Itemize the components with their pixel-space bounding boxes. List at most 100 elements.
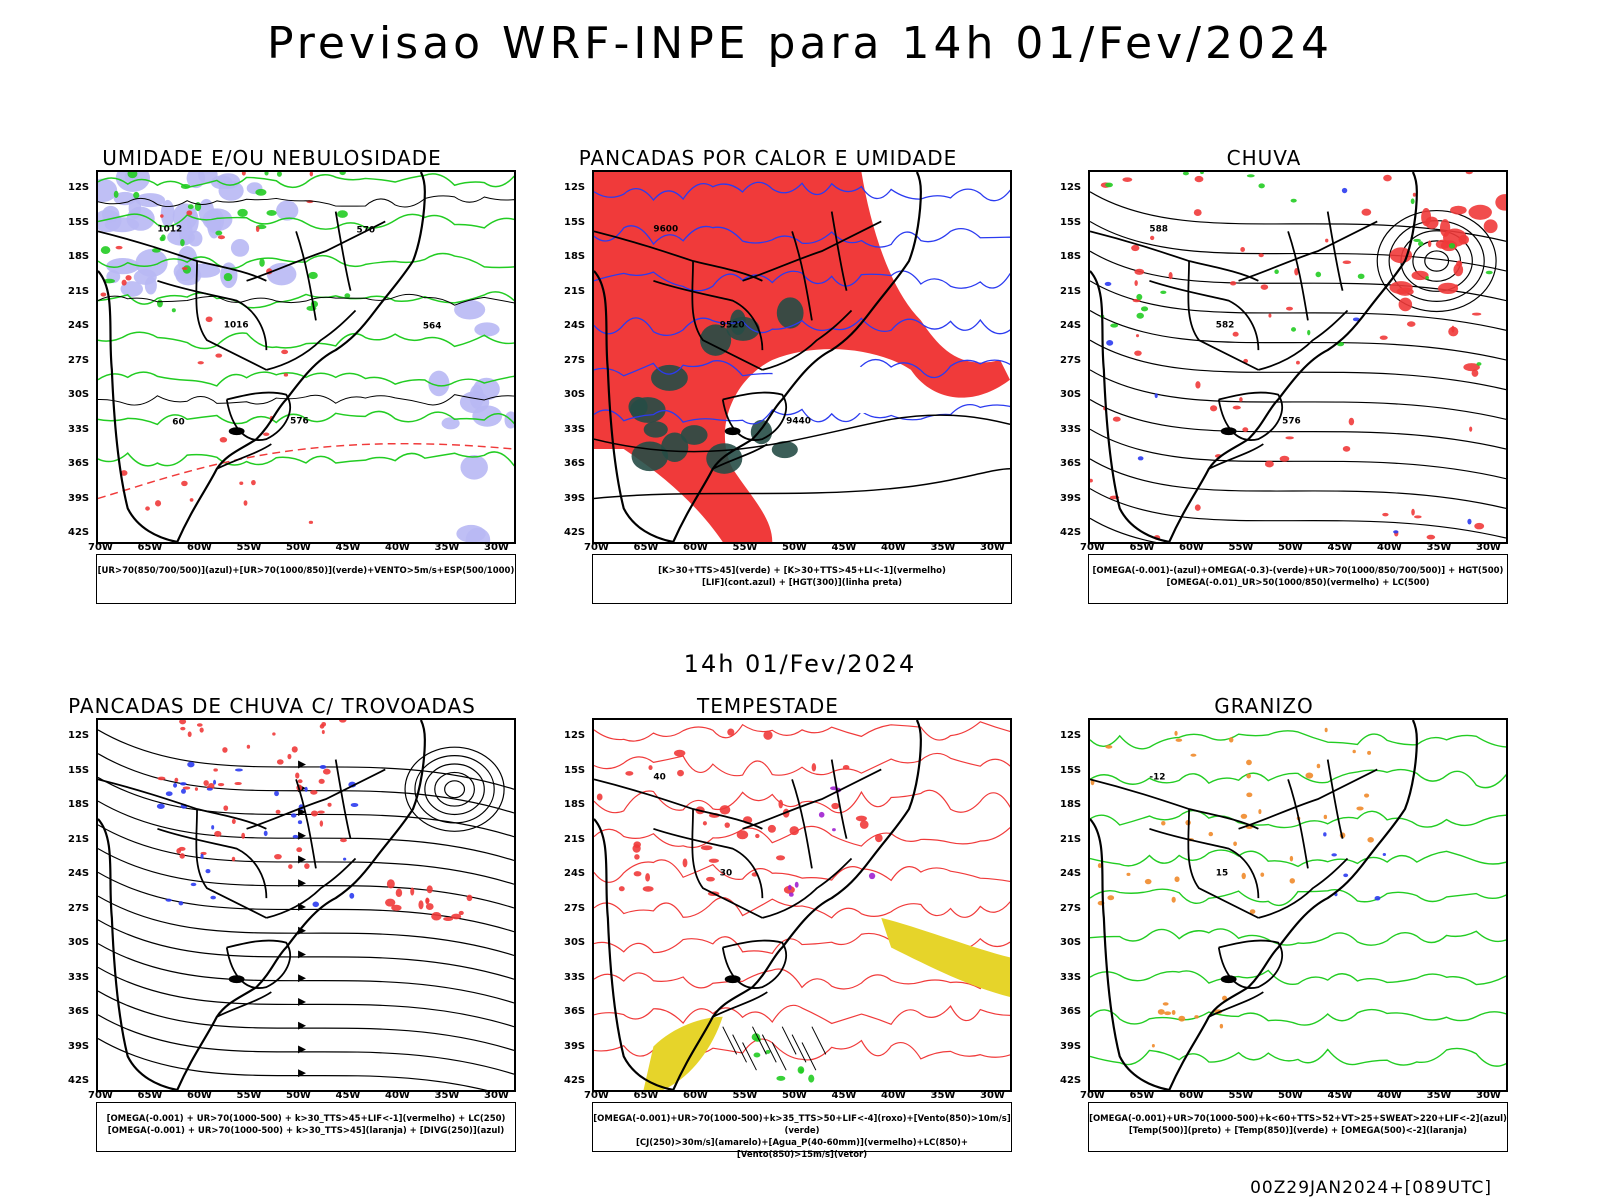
divergence-blue-spot [179,782,187,786]
omega-orange-spot [1367,836,1374,843]
storm-red-spot [194,787,199,791]
streamline [98,990,514,1051]
temp850-contour [1090,730,1506,750]
humidity-blue-area [120,281,143,297]
humidity-blue-area [266,262,297,286]
legend-line: [OMEGA(-0.001) + UR>70(1000-500) + k>30_… [107,1126,505,1136]
jet-yellow-area [881,917,1010,998]
country-border [334,759,352,839]
map-svg: 9600 9520 9440 [594,172,1010,542]
thickness-contour [98,442,514,500]
storm-red-spot [321,730,325,735]
lat-tick-label: 27S [68,354,90,366]
storm-red-spot [426,885,433,894]
country-border [1187,809,1259,919]
lat-tick-label: 33S [564,423,586,435]
streamline [98,824,514,885]
humidity-blue-area [454,299,486,320]
hail-blue-spot [1382,852,1387,856]
streamline-arrow [298,855,306,864]
lat-tick-label: 27S [564,902,586,914]
rain-red-spot [1406,321,1416,327]
water-red-spot [875,833,883,843]
lon-tick-label: 70W [584,542,609,553]
contour-label: 576 [1282,416,1301,426]
omega-orange-spot [1151,1044,1155,1048]
humidity-blue-area [441,417,460,430]
panel-title: PANCADAS DE CHUVA C/ TROVOADAS [68,694,476,718]
country-border [195,809,267,919]
country-border [830,759,848,839]
storm-red-spot [386,879,395,889]
legend-line: [LIF](cont.azul) + [HGT(300)](linha pret… [701,578,903,588]
jet-yellow-area [643,1016,723,1090]
country-border [246,220,386,282]
rain-red-spot [1342,445,1351,452]
lat-tick-label: 42S [1060,527,1082,538]
country-border [1326,759,1344,839]
rain-green-spot [1182,172,1189,176]
country-border [1208,991,1264,1018]
instability-red-area [594,172,1010,542]
lon-tick-label: 30W [980,542,1005,553]
rain-red-spot [1195,381,1201,389]
streamline [98,753,514,814]
water-red-spot [700,845,713,851]
rain-blue-spot [1341,187,1348,194]
lon-tick-label: 50W [286,542,311,553]
humidity-blue-area [276,200,299,221]
thickness-red-mark [197,361,204,365]
humidity-blue-area [465,527,491,542]
storm-red-spot [274,853,282,860]
lon-tick-label: 60W [187,1090,212,1101]
country-border [742,768,882,830]
instability-green-area [750,419,773,445]
rain-red-spot [1412,192,1416,197]
omega-orange-spot [1352,749,1356,754]
panel-title: UMIDADE E/OU NEBULOSIDADE [102,146,442,170]
country-border [594,230,763,282]
thickness-red-mark [255,226,260,232]
omega-orange-spot [1246,792,1253,798]
rain-green-spot [1136,312,1144,319]
lon-tick-label: 40W [385,542,410,553]
lon-tick-label: 65W [633,1090,659,1101]
rain-green-spot [1418,241,1424,247]
hail-blue-spot [1343,873,1349,878]
thickness-red-mark [239,481,244,486]
lagoon [228,975,245,984]
lon-tick-label: 45W [1327,1090,1353,1101]
hail-blue-spot [1323,832,1327,837]
water-red-spot [648,765,653,771]
humidity-green-contour [98,410,514,426]
geopotential-contour [1090,369,1506,420]
humidity-green-spot [344,293,351,299]
contour-label: 60 [172,417,184,427]
water-red-spot [767,824,776,833]
humidity-green-contour [98,371,514,387]
lat-tick-label: 30S [68,389,90,400]
lat-tick-label: 18S [1060,799,1082,810]
water-red-spot [859,820,869,829]
omega-orange-spot [1228,737,1234,743]
lon-tick-label: 45W [831,1090,857,1101]
humidity-green-spot [113,190,119,198]
storm-red-spot [425,897,430,905]
temp850-contour [1090,888,1506,907]
thickness-red-mark [100,292,107,297]
thickness-red-mark [145,506,150,511]
streamline-arrow [298,1045,306,1054]
water-red-spot [831,802,840,810]
country-border [216,991,272,1018]
lat-tick-label: 15S [564,764,586,776]
coastline [1090,172,1418,542]
omega-orange-spot [1260,872,1265,877]
rain-green-spot [1291,327,1297,332]
storm-purple-spot [794,881,799,888]
rain-red-spot [1294,268,1299,276]
lat-tick-label: 33S [68,971,90,983]
omega-orange-spot [1178,1015,1186,1022]
rain-green-spot [1105,182,1113,188]
lat-tick-label: 30S [1060,389,1082,400]
rain-red-spot [1427,240,1432,248]
